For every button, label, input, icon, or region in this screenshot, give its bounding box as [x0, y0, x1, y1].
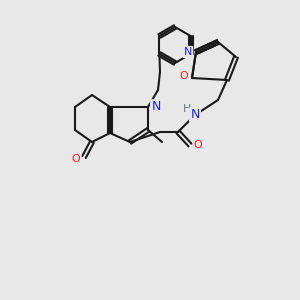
Text: N: N: [190, 109, 200, 122]
Text: H: H: [183, 104, 191, 114]
Text: N: N: [184, 47, 192, 57]
Text: O: O: [194, 140, 202, 150]
Text: O: O: [72, 154, 80, 164]
Text: O: O: [180, 71, 188, 81]
Text: N: N: [151, 100, 161, 113]
